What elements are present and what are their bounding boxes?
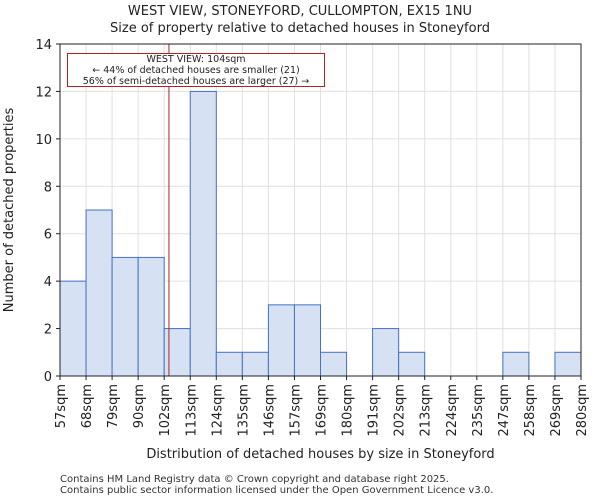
x-tick-label: 79sqm	[106, 384, 121, 428]
bar	[293, 304, 322, 377]
x-tick-label: 157sqm	[288, 384, 303, 437]
x-tick-label: 202sqm	[393, 384, 408, 437]
x-tick-label: 258sqm	[523, 384, 538, 437]
y-tick-label: 4	[44, 275, 52, 290]
annotation-smaller: ← 44% of detached houses are smaller (21…	[92, 65, 300, 76]
y-axis-ticks: 0 2 4 6 8 10 12 14	[35, 38, 60, 385]
x-axis-ticks: 57sqm 68sqm 79sqm 90sqm 102sqm 113sqm 124sqm 13…	[54, 376, 590, 437]
y-tick-label: 12	[35, 85, 52, 100]
x-tick-label: 68sqm	[80, 384, 95, 428]
bar	[111, 256, 139, 377]
footer-copyright: Contains HM Land Registry data © Crown c…	[60, 474, 449, 485]
x-tick-label: 124sqm	[210, 384, 225, 437]
bar	[163, 328, 191, 377]
bar	[189, 90, 217, 377]
annotation-box: WEST VIEW: 104sqm ← 44% of detached hous…	[67, 53, 325, 87]
x-tick-label: 169sqm	[315, 384, 330, 437]
y-tick-label: 8	[44, 180, 52, 195]
bar	[215, 351, 243, 377]
y-tick-label: 14	[35, 38, 52, 53]
x-tick-label: 235sqm	[471, 384, 486, 437]
x-tick-label: 269sqm	[549, 384, 564, 437]
y-tick-label: 6	[44, 228, 52, 243]
y-tick-label: 0	[44, 370, 52, 385]
bar	[137, 256, 165, 377]
y-tick-label: 2	[44, 323, 52, 338]
bar	[85, 209, 113, 377]
bar	[398, 351, 426, 377]
x-tick-label: 113sqm	[184, 384, 199, 437]
x-tick-label: 191sqm	[367, 384, 382, 437]
footer-licence: Contains public sector information licen…	[60, 485, 494, 496]
bar	[59, 280, 87, 377]
chart-subtitle: Size of property relative to detached ho…	[110, 21, 490, 36]
annotation-larger: 56% of semi-detached houses are larger (…	[82, 76, 310, 87]
x-tick-label: 280sqm	[575, 384, 590, 437]
y-tick-label: 10	[35, 133, 52, 148]
y-axis-label: Number of detached properties	[2, 108, 17, 313]
x-tick-label: 57sqm	[54, 384, 69, 428]
x-tick-label: 224sqm	[445, 384, 460, 437]
x-tick-label: 213sqm	[419, 384, 434, 437]
bar	[554, 351, 582, 377]
x-tick-label: 102sqm	[158, 384, 173, 437]
bar	[241, 351, 269, 377]
x-tick-label: 90sqm	[132, 384, 147, 428]
bar	[502, 351, 530, 377]
x-axis-label: Distribution of detached houses by size …	[146, 447, 494, 462]
bar	[267, 304, 295, 377]
x-tick-label: 180sqm	[341, 384, 356, 437]
x-tick-label: 247sqm	[497, 384, 512, 437]
bar	[372, 328, 400, 377]
x-tick-label: 135sqm	[236, 384, 251, 437]
annotation-title: WEST VIEW: 104sqm	[146, 54, 246, 65]
chart-title: WEST VIEW, STONEYFORD, CULLOMPTON, EX15 …	[127, 4, 473, 19]
x-tick-label: 146sqm	[262, 384, 277, 437]
bar	[320, 351, 348, 377]
